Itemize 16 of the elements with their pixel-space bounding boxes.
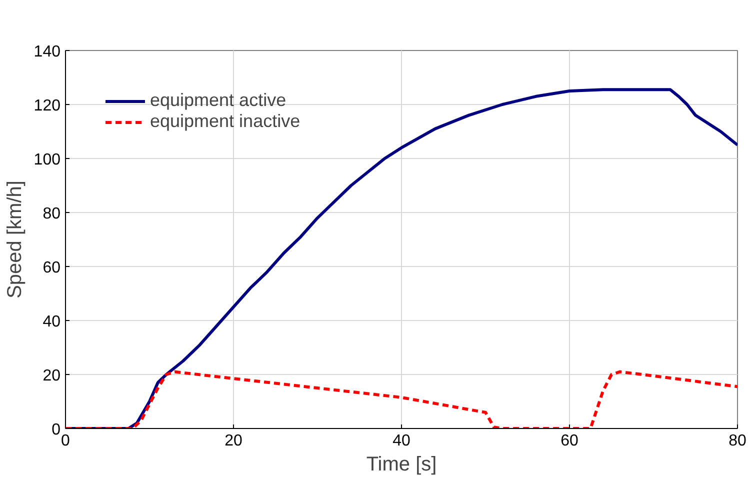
x-axis-title: Time [s] <box>366 454 437 476</box>
y-tick-label: 0 <box>52 422 61 438</box>
y-tick-label: 80 <box>42 206 61 222</box>
y-tick-label: 40 <box>42 314 61 330</box>
legend-label: equipment active <box>150 90 286 111</box>
x-tick-label: 60 <box>560 432 578 450</box>
x-tick-label: 80 <box>728 432 746 450</box>
x-tick-label: 20 <box>224 432 242 450</box>
y-axis-title: Speed [km/h] <box>4 180 26 298</box>
y-tick-label: 60 <box>42 260 61 276</box>
legend-label: equipment inactive <box>150 111 300 132</box>
y-tick-label: 140 <box>34 44 61 60</box>
y-tick-label: 100 <box>34 152 61 168</box>
x-tick-label: 40 <box>392 432 410 450</box>
y-tick-label: 120 <box>34 98 61 114</box>
y-tick-label: 20 <box>42 368 61 384</box>
